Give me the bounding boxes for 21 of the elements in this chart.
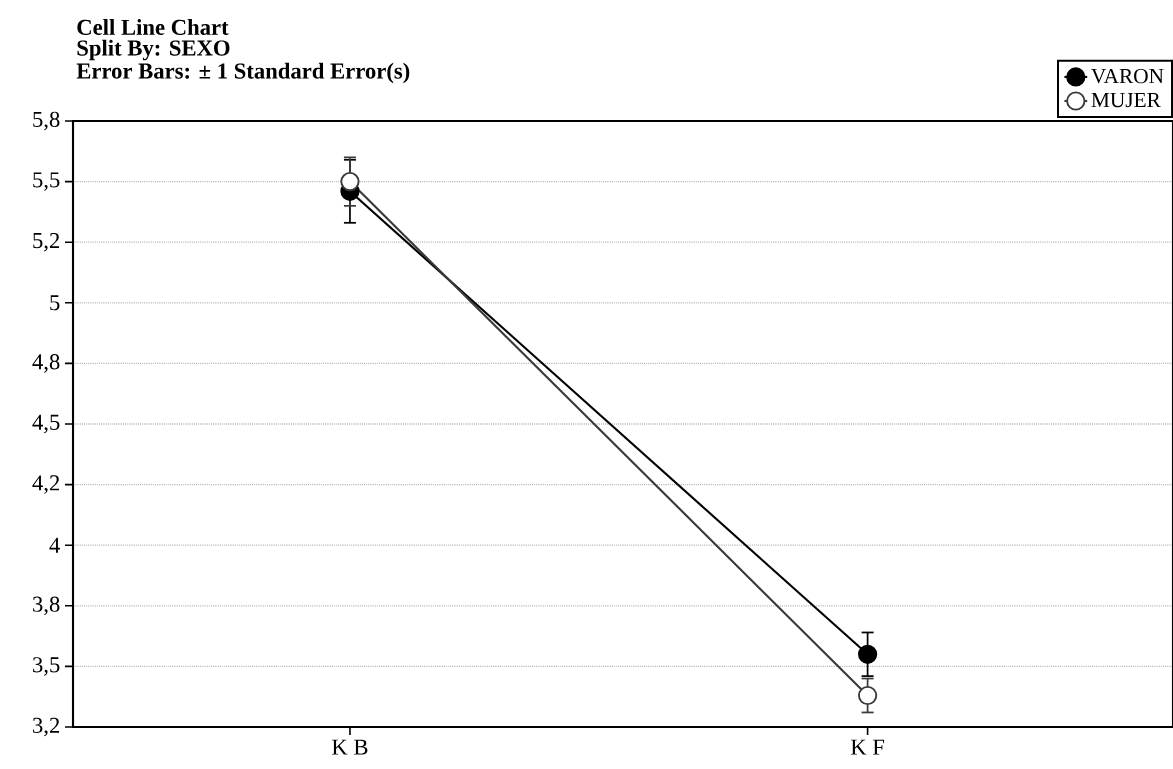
legend-label: VARON	[1091, 68, 1164, 84]
chart-title: Cell Line Chart	[77, 19, 229, 35]
y-tick-label: 5	[50, 295, 60, 311]
chart-subtitle: Split By: SEXO	[77, 39, 230, 61]
legend-label: MUJER	[1091, 93, 1161, 108]
y-tick-label: 4	[49, 537, 60, 553]
x-tick-label: K B	[332, 739, 368, 755]
point	[857, 644, 878, 664]
point	[857, 685, 878, 706]
y-tick-label: 3,5	[33, 657, 60, 676]
y-tick-label: 4,5	[32, 414, 60, 434]
y-tick-label: 3,2	[33, 717, 60, 737]
y-tick-label: 3,8	[33, 596, 60, 616]
text: Error Bars: ± 1 Standard Error(s)	[76, 62, 410, 84]
x-tick-label: K F	[850, 739, 885, 755]
y-tick-label: 4,2	[32, 475, 60, 494]
y-tick-label: 4,8	[32, 354, 60, 373]
y-tick-label: 5,2	[33, 232, 60, 252]
point	[340, 171, 360, 192]
y-tick-label: 5,8	[33, 111, 60, 131]
y-tick-label: 5,5	[33, 172, 60, 191]
